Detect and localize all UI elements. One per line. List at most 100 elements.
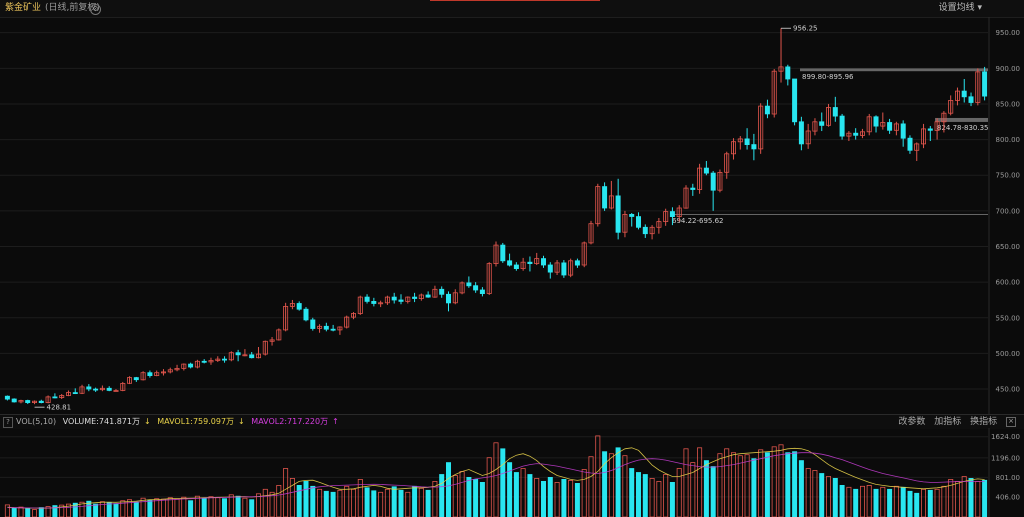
- volume-bar: [181, 496, 187, 517]
- candle-body: [86, 386, 92, 390]
- add-indicator-button[interactable]: 加指标: [934, 417, 962, 427]
- candle-body: [364, 296, 370, 302]
- volume-bar: [371, 490, 377, 517]
- candle-body: [38, 400, 44, 404]
- volume-bar: [405, 491, 411, 517]
- volume-bar: [724, 448, 730, 517]
- edit-params-button[interactable]: 改参数: [898, 417, 926, 427]
- volume-bar: [622, 455, 628, 517]
- volume-bar: [907, 490, 913, 517]
- volume-bar: [982, 479, 988, 517]
- volume-bar: [249, 499, 255, 517]
- volume-bar: [527, 474, 533, 517]
- volume-bar: [38, 507, 44, 517]
- candle-body: [900, 123, 906, 139]
- close-icon[interactable]: ×: [1006, 416, 1016, 427]
- candle-body: [412, 296, 418, 299]
- volume-chart[interactable]: 1624.00 1196.00 801.00 406.00: [0, 428, 1024, 517]
- candle-body: [160, 371, 166, 374]
- candle-body: [887, 122, 893, 131]
- candle-body: [357, 296, 363, 314]
- candle-body: [181, 363, 187, 369]
- volume-bar: [568, 480, 574, 517]
- settings-icon[interactable]: ⚙: [90, 4, 101, 15]
- zone-upper-band: [800, 68, 988, 72]
- volume-bar: [900, 486, 906, 517]
- vol-indicator-label[interactable]: VOL(5,10): [16, 417, 57, 426]
- candle-body: [276, 329, 282, 341]
- candle-body: [445, 293, 451, 304]
- candle-body: [534, 258, 540, 265]
- candle-body: [731, 141, 737, 155]
- candle-body: [439, 288, 445, 295]
- candle-body: [839, 115, 845, 137]
- volume-bar: [391, 486, 397, 517]
- candle-body: [378, 302, 384, 305]
- candle-body: [391, 296, 397, 301]
- candle-body: [832, 107, 838, 117]
- volume-bar: [893, 485, 899, 517]
- candle-body: [792, 78, 798, 123]
- candle-body: [561, 262, 567, 276]
- volume-bar: [826, 476, 832, 517]
- volume-tick-label: 801.00: [996, 474, 1021, 482]
- candle-body: [520, 261, 526, 269]
- volume-bar: [663, 474, 669, 517]
- volume-bar: [948, 479, 954, 517]
- candle-body: [602, 186, 608, 209]
- price-tick-label: 650.00: [996, 243, 1021, 251]
- candle-body: [11, 398, 17, 403]
- candle-body: [154, 372, 160, 377]
- candle-body: [961, 90, 967, 98]
- volume-bar: [785, 452, 791, 517]
- price-tick-label: 950.00: [996, 29, 1021, 37]
- volume-bar: [873, 488, 879, 517]
- volume-header: ? VOL(5,10) VOLUME:741.871万 ↓ MAVOL1:759.…: [0, 414, 1024, 429]
- volume-bar: [764, 452, 770, 517]
- mavol1-arrow: ↓: [238, 417, 245, 426]
- candle-body: [289, 303, 295, 307]
- candle-body: [717, 171, 723, 191]
- volume-bar: [188, 500, 194, 517]
- candle-body: [188, 363, 194, 368]
- volume-bar: [934, 488, 940, 517]
- candle-body: [676, 207, 682, 218]
- candle-body: [663, 211, 669, 223]
- candle-body: [595, 186, 601, 225]
- candle-body: [547, 264, 553, 273]
- candle-body: [934, 121, 940, 131]
- volume-bar: [412, 485, 418, 517]
- volume-legend: VOL(5,10) VOLUME:741.871万 ↓ MAVOL1:759.09…: [16, 415, 343, 429]
- chevron-down-icon: ▾: [977, 3, 982, 13]
- volume-bar: [812, 470, 818, 517]
- volume-bar: [602, 451, 608, 517]
- candlestick-chart[interactable]: 950.00 900.00 850.00 800.00 750.00 700.00 650.…: [0, 17, 1024, 414]
- price-tick-label: 600.00: [996, 279, 1021, 287]
- candle-body: [459, 282, 465, 294]
- volume-bar: [771, 446, 777, 517]
- candle-body: [18, 400, 24, 403]
- candle-body: [208, 360, 214, 363]
- volume-bar: [581, 469, 587, 517]
- stock-name: 紫金矿业: [5, 3, 42, 13]
- volume-bar: [330, 491, 336, 517]
- volume-bar: [656, 481, 662, 517]
- candle-body: [283, 305, 289, 331]
- zone-mid-label: 824.78-830.35: [937, 124, 989, 132]
- candle-body: [25, 400, 31, 403]
- candle-body: [982, 71, 988, 97]
- help-icon[interactable]: ?: [3, 417, 13, 428]
- volume-bar: [595, 435, 601, 517]
- volume-bar: [839, 485, 845, 517]
- candle-body: [927, 128, 933, 131]
- candle-body: [724, 153, 730, 173]
- candle-body: [907, 137, 913, 151]
- volume-bar: [25, 508, 31, 517]
- candle-body: [778, 66, 784, 72]
- volume-bar: [792, 451, 798, 517]
- price-tick-label: 800.00: [996, 136, 1021, 144]
- set-ma-button[interactable]: 设置均线 ▾: [939, 0, 982, 17]
- volume-bar: [174, 498, 180, 517]
- switch-indicator-button[interactable]: 换指标: [970, 417, 998, 427]
